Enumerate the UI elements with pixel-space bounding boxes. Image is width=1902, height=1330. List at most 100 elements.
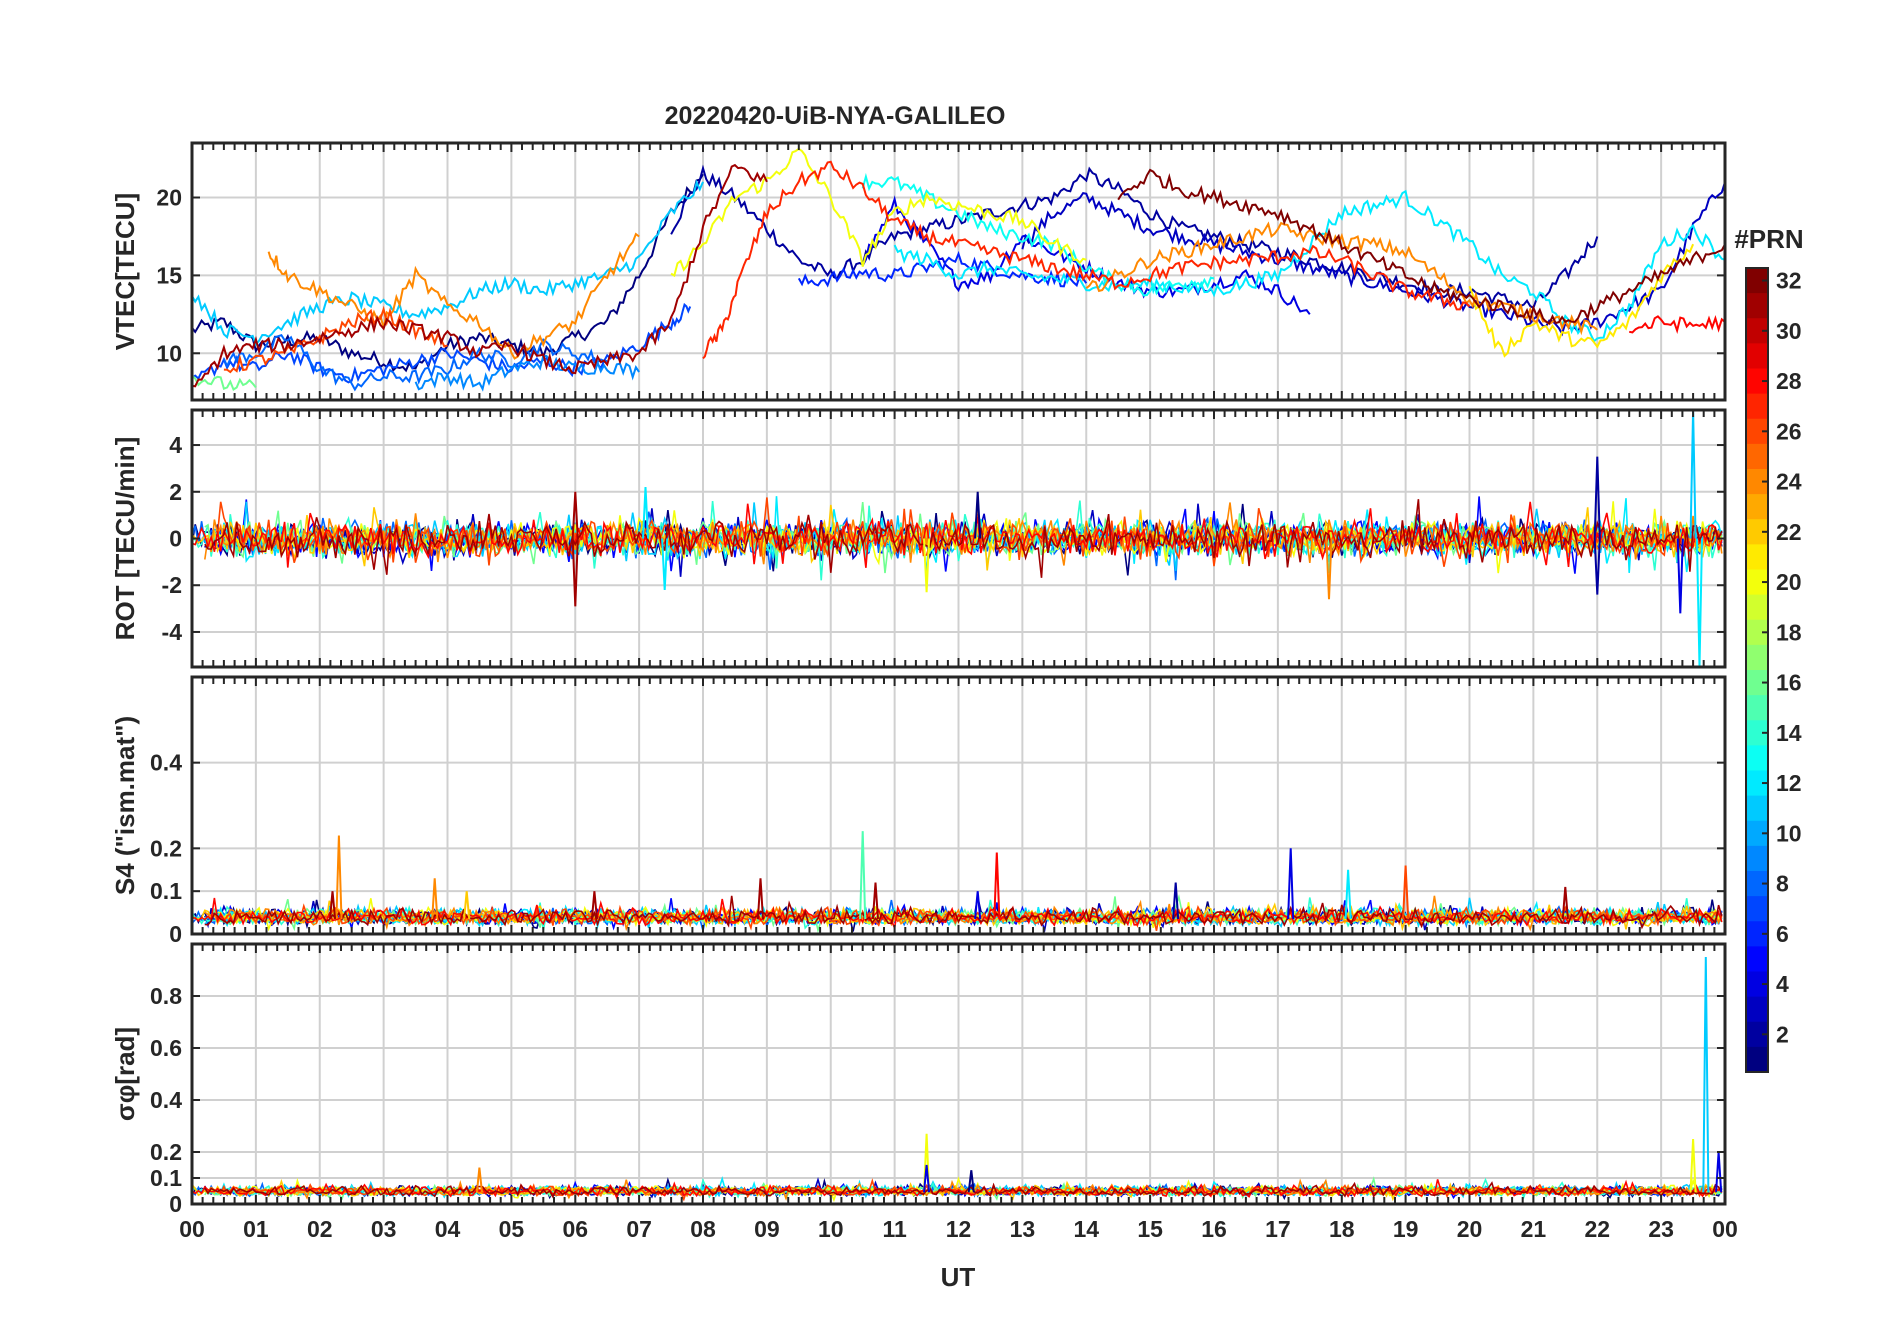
rot-line-prn-28 xyxy=(192,501,1723,568)
colorbar-tick-label: 4 xyxy=(1776,971,1789,997)
colorbar-tick-label: 26 xyxy=(1776,418,1802,444)
colorbar-segment xyxy=(1746,845,1768,872)
rot-spike xyxy=(661,538,669,590)
colorbar-segment xyxy=(1746,393,1768,420)
x-tick-label: 03 xyxy=(371,1216,397,1242)
vtec-line-prn-2 xyxy=(670,164,1599,310)
x-tick-label: 08 xyxy=(690,1216,716,1242)
y-tick-label-s4: 0.2 xyxy=(150,835,182,861)
colorbar-segment xyxy=(1746,921,1768,947)
colorbar-segment xyxy=(1746,594,1768,621)
rot-line-prn-14 xyxy=(192,500,1723,581)
tick-marks-sigma_phi xyxy=(191,944,1726,1204)
rot-line-prn-22 xyxy=(192,504,1722,571)
s4-spike xyxy=(1402,865,1410,920)
rot-line-prn-31 xyxy=(204,499,1723,578)
y-tick-label-sigma_phi: 0.6 xyxy=(150,1035,182,1061)
vtec-line-prn-16 xyxy=(192,374,257,392)
panel-s4: 0 0.1 0.2 0.4 S4 ("ism.mat") xyxy=(110,675,1727,947)
y-tick-label-s4: 0.1 xyxy=(150,878,182,904)
vtec-line-prn-32 xyxy=(1117,168,1725,325)
y-tick-label-vtec: 20 xyxy=(156,185,182,211)
y-tick-label-s4: 0 xyxy=(169,921,182,947)
colorbar-segment xyxy=(1746,268,1768,294)
minor-ticks-s4 xyxy=(191,677,1726,934)
x-tick-label: 16 xyxy=(1201,1216,1227,1242)
x-tick-label: 14 xyxy=(1073,1216,1099,1242)
y-tick-label-vtec: 10 xyxy=(156,340,182,366)
colorbar-tick-label: 20 xyxy=(1776,569,1802,595)
y-tick-label-vtec: 15 xyxy=(156,262,182,288)
x-tick-label: 20 xyxy=(1457,1216,1483,1242)
y-tick-label-sigma_phi: 0.4 xyxy=(150,1087,182,1113)
y-tick-label-sigma_phi: 0.8 xyxy=(150,983,182,1009)
s4-spike xyxy=(1344,869,1352,920)
x-tick-label: 19 xyxy=(1393,1216,1419,1242)
tick-marks-s4 xyxy=(191,677,1726,934)
vtec-line-prn-13 xyxy=(861,172,1215,297)
vtec-line-prn-12 xyxy=(893,189,1725,343)
colorbar: 32 30 28 26 24 22 20 18 16 14 12 10 8 6 4 2 #PRN xyxy=(1734,224,1804,1073)
colorbar-tick-label: 22 xyxy=(1776,519,1802,545)
colorbar-tick-label: 6 xyxy=(1776,921,1789,947)
colorbar-segment xyxy=(1746,469,1768,495)
s4-spike xyxy=(1172,882,1180,920)
x-tick-label: 00 xyxy=(1712,1216,1738,1242)
y-tick-label-rot: 0 xyxy=(169,526,182,552)
y-axis-label-rot: ROT [TECU/min] xyxy=(110,437,140,641)
s4-spike xyxy=(1287,848,1295,920)
s4-line-prn-31 xyxy=(204,895,1723,930)
panel-vtec: 10 15 20 VTEC[TECU] xyxy=(110,141,1727,402)
panel-sigma_phi: 00.10.2 0.4 0.6 0.8 σφ[rad] xyxy=(110,942,1727,1217)
colorbar-segment xyxy=(1746,720,1768,746)
y-tick-label-sigma_phi: 0 xyxy=(169,1191,182,1217)
minor-ticks-rot xyxy=(191,410,1726,667)
colorbar-tick-label: 12 xyxy=(1776,770,1802,796)
s4-spike xyxy=(974,891,982,920)
vtec-line-prn-28 xyxy=(1629,315,1725,334)
colorbar-segment xyxy=(1746,946,1768,972)
y-tick-label-s4: 0.4 xyxy=(150,750,182,776)
colorbar-segment xyxy=(1746,996,1768,1023)
sigma_phi-spike xyxy=(923,1164,931,1193)
x-tick-label: 17 xyxy=(1265,1216,1291,1242)
x-tick-label: 21 xyxy=(1521,1216,1547,1242)
s4-spike xyxy=(756,878,764,920)
colorbar-segment xyxy=(1746,1021,1768,1048)
y-tick-label-sigma_phi: 0.1 xyxy=(150,1165,182,1191)
colorbar-tick-label: 28 xyxy=(1776,368,1802,394)
s4-spike xyxy=(329,891,337,920)
colorbar-tick-label: 30 xyxy=(1776,318,1802,344)
x-tick-label: 15 xyxy=(1137,1216,1163,1242)
vtec-line-prn-24 xyxy=(267,232,640,360)
colorbar-segment xyxy=(1746,544,1768,570)
s4-spike xyxy=(590,891,598,920)
sigma_phi-spike xyxy=(1702,956,1710,1193)
colorbar-segment xyxy=(1746,896,1768,922)
rot-spike xyxy=(1593,456,1601,539)
grid-s4 xyxy=(192,677,1725,935)
rot-spike xyxy=(1689,410,1697,539)
x-tick-labels: 00 01 02 03 04 05 06 07 08 09 10 11 12 13 14 15 16 17 18 19… xyxy=(179,1216,1738,1242)
rot-spike xyxy=(571,491,579,539)
y-axis-label-sigma_phi: σφ[rad] xyxy=(110,1027,140,1121)
s4-spike xyxy=(993,852,1001,920)
colorbar-tick-label: 10 xyxy=(1776,820,1802,846)
s4-spike xyxy=(431,878,439,920)
y-tick-label-sigma_phi: 0.2 xyxy=(150,1139,182,1165)
colorbar-segment xyxy=(1746,770,1768,797)
s4-spike xyxy=(871,882,879,920)
colorbar-segment xyxy=(1746,695,1768,721)
vtec-line-prn-11 xyxy=(192,179,704,347)
s4-spike xyxy=(1561,886,1569,920)
y-tick-label-rot: -2 xyxy=(162,572,182,598)
colorbar-segment xyxy=(1746,519,1768,545)
colorbar-segment xyxy=(1746,670,1768,696)
x-tick-label: 07 xyxy=(626,1216,652,1242)
x-tick-label: 00 xyxy=(179,1216,205,1242)
series-vtec xyxy=(192,147,1725,392)
x-tick-label: 18 xyxy=(1329,1216,1355,1242)
x-tick-label: 22 xyxy=(1584,1216,1610,1242)
